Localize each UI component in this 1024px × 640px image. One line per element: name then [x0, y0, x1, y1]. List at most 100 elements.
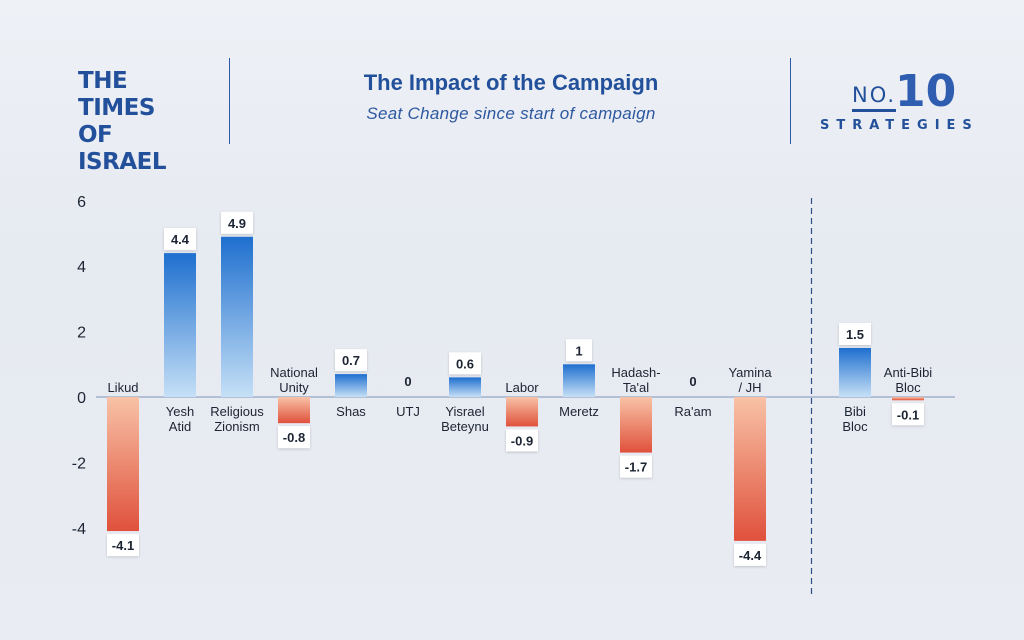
category-label-line: Hadash- — [611, 365, 660, 380]
bar-group[interactable]: 0.7 Shas — [335, 349, 367, 419]
category-label-line: Anti-Bibi — [884, 365, 933, 380]
category-label-line: Bibi — [844, 404, 866, 419]
category-label-line: Labor — [505, 380, 539, 395]
y-tick-label: 4 — [77, 259, 86, 276]
header-divider-left — [229, 58, 230, 144]
bar-group[interactable]: 0 Ra'am — [674, 374, 711, 419]
value-label-box — [278, 426, 310, 449]
category-label: Yamina / JH — [728, 365, 772, 395]
value-label: -0.1 — [897, 407, 919, 422]
value-label: -1.7 — [625, 460, 647, 475]
value-label: 0.7 — [342, 353, 360, 368]
category-label: Meretz — [559, 404, 599, 419]
value-label: 1.5 — [846, 327, 864, 342]
value-label: -4.1 — [112, 538, 134, 553]
bar[interactable] — [839, 347, 871, 397]
value-label: -0.9 — [511, 433, 533, 448]
bar[interactable] — [620, 397, 652, 453]
category-label-line: Yisrael — [445, 404, 484, 419]
category-label-line: Ta'al — [623, 380, 649, 395]
category-label: Shas — [336, 404, 366, 419]
bar-group[interactable]: -4.1 Likud — [107, 380, 139, 557]
header-divider-right — [790, 58, 791, 144]
bar[interactable] — [221, 236, 253, 397]
bar-group[interactable]: -0.1 Anti-Bibi Bloc — [884, 365, 933, 426]
category-label: Yesh Atid — [166, 404, 194, 434]
value-label-box — [734, 543, 766, 566]
category-label: Ra'am — [674, 404, 711, 419]
bar-group[interactable]: 4.4 Yesh Atid — [164, 228, 196, 434]
chart-subtitle: Seat Change since start of campaign — [366, 104, 656, 123]
chart-title: The Impact of the Campaign — [363, 70, 659, 95]
category-label: Labor — [505, 380, 539, 395]
bar[interactable] — [892, 397, 924, 401]
value-label-box — [221, 211, 253, 234]
times-of-israel-logo[interactable]: THE TIMES OF ISRAEL — [78, 68, 188, 176]
bar[interactable] — [734, 397, 766, 541]
category-label: UTJ — [396, 404, 420, 419]
category-label-line: UTJ — [396, 404, 420, 419]
bar-group[interactable]: -0.8 National Unity — [270, 365, 318, 449]
category-label-line: Meretz — [559, 404, 599, 419]
value-label: 0 — [689, 374, 696, 389]
y-tick-label: -2 — [72, 455, 86, 472]
value-label: 4.4 — [171, 232, 190, 247]
value-label-box — [892, 403, 924, 426]
bar-group[interactable]: -1.7 Hadash-Ta'al — [611, 365, 661, 478]
value-label: -4.4 — [739, 548, 762, 563]
category-label-line: Bloc — [842, 419, 868, 434]
category-label: National Unity — [270, 365, 318, 395]
category-label-line: Yamina — [728, 365, 772, 380]
category-label-line: Yesh — [166, 404, 194, 419]
bar-group[interactable]: 1.5 Bibi Bloc — [839, 322, 871, 434]
bar-group[interactable]: 0 UTJ — [396, 374, 420, 419]
category-label-line: Atid — [169, 419, 191, 434]
category-label-line: Likud — [107, 380, 138, 395]
value-label-box — [506, 429, 538, 452]
bar[interactable] — [278, 397, 310, 424]
bar-group[interactable]: -0.9 Labor — [505, 380, 539, 452]
bar[interactable] — [449, 377, 481, 397]
bar-group[interactable]: -4.4 Yamina / JH — [728, 365, 772, 566]
value-label: 0 — [404, 374, 411, 389]
bar-group[interactable]: 4.9 Religious Zionism — [210, 211, 264, 434]
category-label-line: / JH — [738, 380, 761, 395]
bar[interactable] — [563, 364, 595, 397]
bar[interactable] — [506, 397, 538, 427]
logo-line-1: THE TIMES — [78, 68, 155, 121]
category-label-line: Zionism — [214, 419, 260, 434]
value-label: 0.6 — [456, 356, 474, 371]
value-label-box — [164, 228, 196, 251]
category-label: Likud — [107, 380, 138, 395]
category-label-line: Unity — [279, 380, 309, 395]
category-label-line: Ra'am — [674, 404, 711, 419]
category-label-line: National — [270, 365, 318, 380]
brand-word: STRATEGIES — [820, 118, 979, 133]
logo-line-2: OF ISRAEL — [78, 122, 167, 175]
category-label-line: Beteynu — [441, 419, 489, 434]
category-label: Religious Zionism — [210, 404, 264, 434]
category-label: Hadash-Ta'al — [611, 365, 660, 395]
bar-group[interactable]: 1 Meretz — [559, 339, 599, 419]
category-label: Bibi Bloc — [842, 404, 868, 434]
brand-no: NO. — [852, 83, 897, 112]
category-label: Yisrael Beteynu — [441, 404, 489, 434]
value-label: -0.8 — [283, 430, 305, 445]
y-tick-label: 0 — [77, 390, 86, 407]
bar[interactable] — [164, 253, 196, 397]
y-tick-label: 6 — [77, 194, 86, 211]
value-label-box — [107, 534, 139, 557]
category-label: Anti-Bibi Bloc — [884, 365, 933, 395]
bar[interactable] — [107, 397, 139, 532]
value-label-box — [566, 339, 592, 362]
value-label-box — [839, 322, 871, 345]
value-label: 4.9 — [228, 216, 246, 231]
category-label-line: Shas — [336, 404, 366, 419]
category-label-line: Bloc — [895, 380, 921, 395]
value-label: 1 — [575, 343, 582, 358]
bar-group[interactable]: 0.6 Yisrael Beteynu — [441, 352, 489, 434]
bar[interactable] — [335, 374, 367, 397]
y-tick-label: 2 — [77, 325, 86, 342]
